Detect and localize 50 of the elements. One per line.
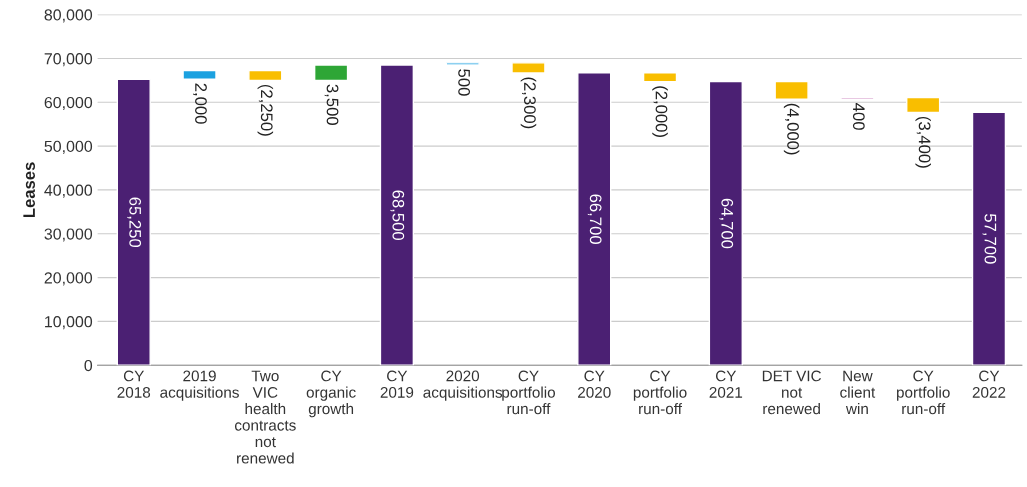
bar bbox=[248, 69, 283, 82]
x-tick-label: New client win bbox=[840, 370, 876, 415]
data-label: 500 bbox=[458, 69, 471, 96]
data-label: 64,700 bbox=[719, 198, 734, 249]
bar bbox=[774, 80, 809, 100]
data-label: (3,400) bbox=[915, 116, 931, 168]
data-label: 400 bbox=[852, 103, 865, 130]
x-tick-label: CY organic growth bbox=[306, 370, 356, 418]
y-tick-label: 0 bbox=[84, 359, 93, 372]
x-tick-label: CY 2021 bbox=[709, 370, 743, 398]
y-tick-label: 30,000 bbox=[44, 228, 93, 242]
x-tick-label: CY portfolio run-off bbox=[633, 370, 687, 415]
data-label: (2,250) bbox=[257, 84, 274, 136]
x-tick-label: CY 2020 bbox=[578, 370, 611, 398]
bar bbox=[116, 78, 151, 366]
x-tick-label: CY 2019 bbox=[380, 370, 414, 398]
y-axis-title: Leases bbox=[23, 162, 36, 218]
bar bbox=[379, 64, 415, 366]
y-tick-label: 10,000 bbox=[45, 316, 93, 330]
y-tick-label: 40,000 bbox=[44, 184, 93, 198]
x-tick-label: CY portfolio run-off bbox=[897, 370, 950, 415]
data-label: 65,250 bbox=[127, 197, 142, 248]
x-tick-label: 2019 acquisitions bbox=[160, 370, 239, 401]
y-tick-label: 80,000 bbox=[44, 9, 93, 23]
bar bbox=[971, 111, 1007, 366]
bar bbox=[577, 72, 612, 366]
x-tick-label: DET VIC not renewed bbox=[762, 370, 822, 415]
x-tick-label: 2020 acquisitions bbox=[423, 370, 503, 401]
data-label: (2,300) bbox=[520, 77, 537, 129]
bar bbox=[708, 80, 743, 366]
data-label: 2,000 bbox=[193, 83, 207, 124]
data-label: (2,000) bbox=[652, 86, 668, 137]
data-label: 57,700 bbox=[982, 213, 997, 264]
x-tick-label: CY portfolio run-off bbox=[502, 370, 555, 415]
y-tick-label: 60,000 bbox=[44, 96, 93, 111]
data-label: 3,500 bbox=[324, 84, 339, 125]
y-tick-label: 50,000 bbox=[44, 140, 93, 154]
data-label: 66,700 bbox=[587, 194, 602, 244]
y-tick-label: 70,000 bbox=[44, 53, 93, 67]
data-label: 68,500 bbox=[390, 190, 405, 240]
bar bbox=[445, 62, 480, 66]
bar bbox=[313, 64, 349, 82]
x-tick-label: CY 2022 bbox=[972, 370, 1006, 398]
data-label: (4,000) bbox=[783, 103, 800, 155]
x-tick-label: CY 2018 bbox=[117, 370, 151, 398]
bar bbox=[906, 96, 941, 114]
y-tick-label: 20,000 bbox=[44, 272, 93, 286]
bar bbox=[511, 62, 546, 74]
bar bbox=[182, 69, 217, 80]
bar bbox=[642, 72, 678, 83]
